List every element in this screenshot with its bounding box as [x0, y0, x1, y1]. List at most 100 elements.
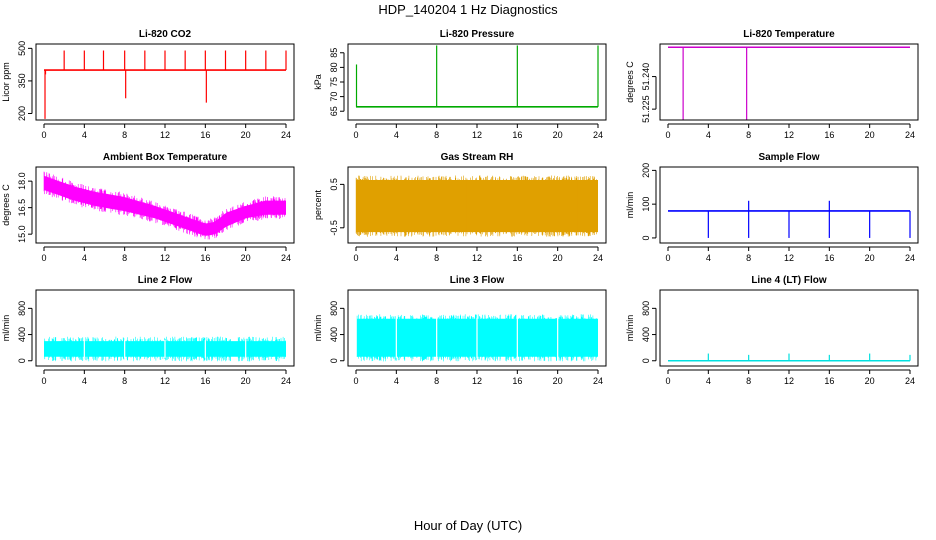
- panel-title: Sample Flow: [758, 152, 819, 163]
- plot-frame: [659, 43, 919, 121]
- panel-title: Li-820 CO2: [139, 29, 192, 40]
- panel-data: [668, 353, 911, 362]
- panel-9: Line 4 (LT) Flow 0 4 8 12 16 20 24 0 400 800 ml/min: [625, 275, 919, 386]
- panel-data: [356, 314, 598, 362]
- x-tick-label: 4: [394, 130, 399, 140]
- y-axis-title: degrees C: [1, 184, 11, 226]
- x-tick-label: 16: [512, 253, 522, 263]
- x-tick-label: 24: [905, 253, 915, 263]
- x-tick-label: 8: [746, 253, 751, 263]
- x-tick-label: 16: [824, 376, 834, 386]
- x-tick-label: 16: [824, 130, 834, 140]
- y-axis-title: degrees C: [625, 61, 635, 103]
- x-tick-label: 4: [394, 253, 399, 263]
- panel-title: Line 3 Flow: [450, 275, 505, 286]
- plot-frame: [347, 166, 607, 244]
- x-tick-label: 0: [41, 130, 46, 140]
- y-axis-title: percent: [313, 189, 323, 220]
- x-tick-label: 24: [905, 130, 915, 140]
- y-tick-label: -0.5: [329, 220, 339, 236]
- x-tick-label: 4: [706, 253, 711, 263]
- x-tick-label: 12: [472, 376, 482, 386]
- x-tick-label: 0: [41, 253, 46, 263]
- panel-data: [43, 171, 286, 240]
- y-tick-label: 200: [17, 106, 27, 121]
- x-tick-label: 4: [82, 376, 87, 386]
- data-noise: [43, 171, 286, 240]
- y-tick-label: 500: [17, 41, 27, 56]
- y-tick-label: 70: [329, 92, 339, 102]
- x-tick-label: 0: [665, 130, 670, 140]
- x-tick-label: 24: [905, 376, 915, 386]
- data-noise: [356, 314, 597, 362]
- panel-title: Line 2 Flow: [138, 275, 193, 286]
- data-noise: [44, 336, 286, 362]
- x-tick-label: 12: [472, 253, 482, 263]
- x-tick-label: 8: [122, 130, 127, 140]
- x-tick-label: 24: [281, 376, 291, 386]
- x-tick-label: 12: [160, 376, 170, 386]
- panel-title: Li-820 Pressure: [440, 29, 515, 40]
- y-tick-label: 800: [641, 301, 651, 316]
- plot-frame: [659, 166, 919, 244]
- x-tick-label: 12: [784, 376, 794, 386]
- plot-frame: [35, 43, 295, 121]
- x-tick-label: 0: [353, 253, 358, 263]
- y-axis-title: ml/min: [625, 192, 635, 219]
- x-tick-label: 20: [865, 253, 875, 263]
- x-tick-label: 20: [241, 376, 251, 386]
- y-tick-label: 400: [641, 327, 651, 342]
- y-tick-label: 400: [17, 327, 27, 342]
- x-tick-label: 8: [122, 253, 127, 263]
- y-tick-label: 100: [641, 197, 651, 212]
- panel-7: Line 2 Flow 0 4 8 12 16 20 24 0 400 800 ml/min: [1, 275, 295, 386]
- x-tick-label: 12: [784, 253, 794, 263]
- panel-5: Gas Stream RH 0 4 8 12 16 20 24 -0.5 0.5 percent: [313, 152, 607, 263]
- plot-frame: [35, 166, 295, 244]
- panel-6: Sample Flow 0 4 8 12 16 20 24 0 100 200 ml/min: [625, 152, 919, 263]
- panel-4: Ambient Box Temperature 0 4 8 12 16 20 24 15.0 16…: [1, 152, 295, 263]
- panel-data: [668, 200, 911, 238]
- x-tick-label: 4: [394, 376, 399, 386]
- y-tick-label: 0: [641, 235, 651, 240]
- x-tick-label: 0: [353, 130, 358, 140]
- y-tick-label: 800: [17, 301, 27, 316]
- x-tick-label: 12: [784, 130, 794, 140]
- x-tick-label: 0: [41, 376, 46, 386]
- x-tick-label: 4: [706, 130, 711, 140]
- y-tick-label: 15.0: [17, 225, 27, 243]
- x-tick-label: 24: [593, 253, 603, 263]
- y-tick-label: 18.0: [17, 172, 27, 190]
- plot-frame: [659, 289, 919, 367]
- panel-2: Li-820 Pressure 0 4 8 12 16 20 24 65 70 75 80 85 kPa: [313, 29, 607, 140]
- data-noise: [355, 175, 597, 237]
- x-tick-label: 20: [241, 130, 251, 140]
- panel-8: Line 3 Flow 0 4 8 12 16 20 24 0 400 800 ml/min: [313, 275, 607, 386]
- x-tick-label: 8: [746, 130, 751, 140]
- x-tick-label: 24: [281, 253, 291, 263]
- panel-title: Li-820 Temperature: [743, 29, 835, 40]
- y-tick-label: 75: [329, 77, 339, 87]
- x-tick-label: 20: [241, 253, 251, 263]
- x-tick-label: 16: [512, 376, 522, 386]
- plot-frame: [347, 43, 607, 121]
- panel-data: [44, 336, 286, 362]
- x-tick-label: 12: [160, 253, 170, 263]
- y-axis-title: ml/min: [625, 315, 635, 342]
- y-tick-label: 80: [329, 62, 339, 72]
- x-tick-label: 0: [665, 376, 670, 386]
- plot-frame: [35, 289, 295, 367]
- x-tick-label: 16: [824, 253, 834, 263]
- x-tick-label: 20: [553, 253, 563, 263]
- x-tick-label: 16: [200, 376, 210, 386]
- y-tick-label: 51.225: [641, 95, 651, 123]
- y-tick-label: 400: [329, 327, 339, 342]
- y-tick-label: 0: [641, 358, 651, 363]
- x-tick-label: 8: [434, 253, 439, 263]
- panel-title: Line 4 (LT) Flow: [751, 275, 827, 286]
- x-tick-label: 0: [353, 376, 358, 386]
- y-tick-label: 65: [329, 106, 339, 116]
- x-tick-label: 8: [434, 376, 439, 386]
- panel-title: Ambient Box Temperature: [103, 152, 228, 163]
